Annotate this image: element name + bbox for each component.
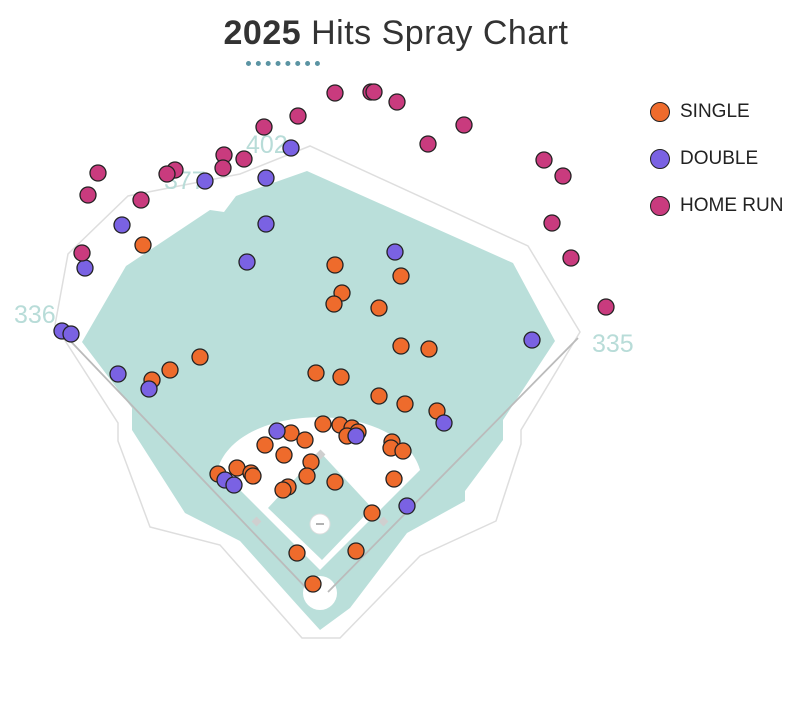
home-run-point — [543, 214, 561, 232]
single-point — [256, 436, 274, 454]
single-point — [332, 368, 350, 386]
single-point — [325, 295, 343, 313]
chart-title: 2025 Hits Spray Chart — [0, 14, 792, 53]
single-point — [347, 542, 365, 560]
right-foul-line — [327, 337, 579, 593]
double-point — [196, 172, 214, 190]
legend-swatch — [650, 195, 670, 216]
title-year: 2025 — [223, 14, 302, 52]
double-point — [257, 215, 275, 233]
single-point — [392, 267, 410, 285]
home-run-point — [79, 186, 97, 204]
single-point — [394, 442, 412, 460]
double-point — [109, 365, 127, 383]
single-point — [304, 575, 322, 593]
home-run-point — [73, 244, 91, 262]
home-run-point — [289, 107, 307, 125]
double-point — [523, 331, 541, 349]
double-point — [398, 497, 416, 515]
double-point — [76, 259, 94, 277]
home-run-point — [535, 151, 553, 169]
distance-left-line: 336 — [14, 301, 56, 329]
home-run-point — [388, 93, 406, 111]
home-run-point — [597, 298, 615, 316]
single-point — [296, 431, 314, 449]
home-run-point — [158, 165, 176, 183]
single-point — [326, 256, 344, 274]
double-point — [225, 476, 243, 494]
distance-right-line: 335 — [592, 330, 634, 358]
home-run-point — [419, 135, 437, 153]
single-point — [307, 364, 325, 382]
legend-label: SINGLE — [680, 100, 750, 122]
single-point — [385, 470, 403, 488]
infield-grass — [268, 452, 372, 560]
third-base — [251, 516, 262, 527]
legend-swatch — [650, 101, 670, 122]
title-text: Hits Spray Chart — [311, 14, 569, 52]
single-point — [420, 340, 438, 358]
first-base — [378, 516, 389, 527]
single-point — [134, 236, 152, 254]
double-point — [113, 216, 131, 234]
left-foul-line — [57, 327, 311, 593]
home-run-point — [235, 150, 253, 168]
hit-points — [53, 83, 615, 593]
legend: SINGLE DOUBLE HOME RUN — [650, 88, 783, 229]
double-point — [347, 427, 365, 445]
legend-item-single: SINGLE — [650, 88, 783, 135]
double-point — [282, 139, 300, 157]
single-point — [370, 299, 388, 317]
double-point — [435, 414, 453, 432]
double-point — [62, 325, 80, 343]
legend-item-double: DOUBLE — [650, 135, 783, 182]
single-point — [275, 446, 293, 464]
home-run-point — [89, 164, 107, 182]
single-point — [191, 348, 209, 366]
double-point — [140, 380, 158, 398]
double-point — [238, 253, 256, 271]
home-run-point — [554, 167, 572, 185]
home-run-point — [326, 84, 344, 102]
home-run-point — [214, 159, 232, 177]
single-point — [326, 473, 344, 491]
double-point — [268, 422, 286, 440]
double-point — [386, 243, 404, 261]
single-point — [274, 481, 292, 499]
single-point — [244, 467, 262, 485]
home-run-point — [365, 83, 383, 101]
home-run-point — [562, 249, 580, 267]
legend-item-home-run: HOME RUN — [650, 182, 783, 229]
single-point — [392, 337, 410, 355]
legend-label: HOME RUN — [680, 194, 784, 216]
home-run-point — [255, 118, 273, 136]
single-point — [288, 544, 306, 562]
title-underline — [246, 61, 320, 66]
single-point — [161, 361, 179, 379]
single-point — [363, 504, 381, 522]
legend-swatch — [650, 148, 670, 169]
home-run-point — [132, 191, 150, 209]
legend-label: DOUBLE — [680, 147, 759, 169]
single-point — [298, 467, 316, 485]
single-point — [396, 395, 414, 413]
double-point — [257, 169, 275, 187]
single-point — [314, 415, 332, 433]
home-run-point — [455, 116, 473, 134]
single-point — [370, 387, 388, 405]
distance-center: 402 — [246, 131, 288, 159]
outfield-grass — [82, 171, 555, 630]
